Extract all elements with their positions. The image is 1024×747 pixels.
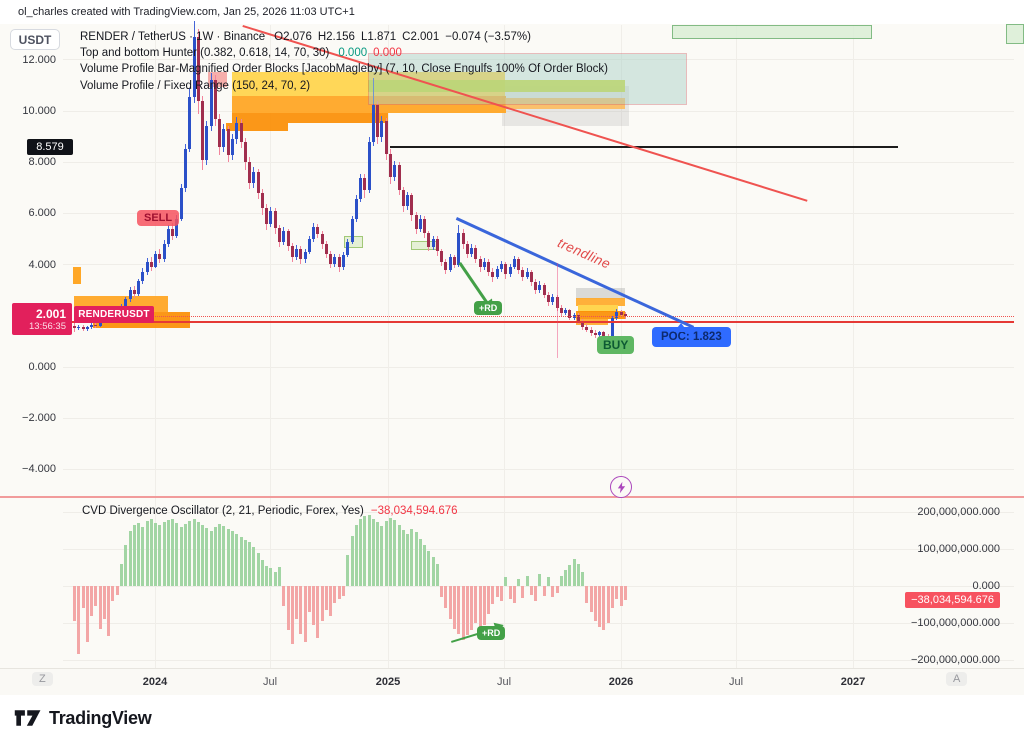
lightning-icon: [617, 481, 625, 493]
buy-signal-badge[interactable]: BUY: [597, 336, 635, 354]
sell-signal-badge[interactable]: SELL: [137, 210, 180, 226]
ohlc-change: −0.074 (−3.57%): [445, 31, 531, 43]
rd-divergence-badge-oscillator[interactable]: +RD: [477, 626, 506, 640]
ohlc-close: C2.001: [402, 31, 440, 43]
pane-separator[interactable]: [0, 496, 1024, 498]
indicator-name: Volume Profile / Fixed Range (150, 24, 7…: [80, 79, 311, 92]
quick-action-button[interactable]: [610, 476, 632, 498]
symbol-price-badge: RENDERUSDT: [74, 306, 154, 323]
indicator-name: Volume Profile Bar-Magnified Order Block…: [80, 63, 608, 76]
legend-indicator-row-hunter[interactable]: Top and bottom Hunter (0.382, 0.618, 14,…: [80, 45, 608, 61]
footer: TradingView: [0, 695, 1024, 747]
symbol-title: RENDER / TetherUS · 1W · Binance: [80, 31, 266, 43]
chart-legend: RENDER / TetherUS · 1W · Binance O2.076 …: [80, 29, 608, 94]
oscillator-name: CVD Divergence Oscillator (2, 21, Period…: [82, 505, 364, 517]
ohlc-open: O2.076: [274, 31, 312, 43]
tradingview-logo-icon: [14, 710, 41, 726]
poc-callout[interactable]: POC: 1.823: [652, 323, 731, 347]
scale-hint-right: A: [946, 672, 968, 686]
tradingview-logo[interactable]: TradingView: [14, 706, 152, 730]
ohlc-low: L1.871: [360, 31, 397, 43]
time-axis-strip[interactable]: [0, 668, 1024, 696]
price-level-badge: 8.579: [27, 139, 73, 155]
countdown-timer: 13:56:35: [29, 320, 66, 332]
indicator-value-green: 0.000: [338, 47, 368, 60]
oscillator-value-badge: −38,034,594.676: [905, 592, 1000, 608]
chart-background: [0, 24, 1024, 695]
currency-toggle-button[interactable]: USDT: [10, 29, 60, 50]
current-price-badge: 2.001 13:56:35: [12, 303, 72, 335]
rd-divergence-badge[interactable]: +RD: [474, 301, 503, 315]
ohlc-high: H2.156: [317, 31, 355, 43]
current-price: 2.001: [35, 306, 66, 321]
tradingview-wordmark: TradingView: [49, 707, 152, 728]
legend-indicator-row-orderblocks[interactable]: Volume Profile Bar-Magnified Order Block…: [80, 61, 608, 77]
indicator-name: Top and bottom Hunter (0.382, 0.618, 14,…: [80, 47, 330, 60]
legend-symbol-row[interactable]: RENDER / TetherUS · 1W · Binance O2.076 …: [80, 29, 608, 45]
attribution-text: ol_charles created with TradingView.com,…: [18, 6, 355, 18]
scale-hint-left: Z: [32, 672, 53, 686]
oscillator-value: −38,034,594.676: [370, 505, 458, 517]
indicator-value-red: 0.000: [373, 47, 402, 60]
legend-indicator-row-fixedrange[interactable]: Volume Profile / Fixed Range (150, 24, 7…: [80, 78, 608, 94]
oscillator-legend[interactable]: CVD Divergence Oscillator (2, 21, Period…: [82, 505, 458, 517]
